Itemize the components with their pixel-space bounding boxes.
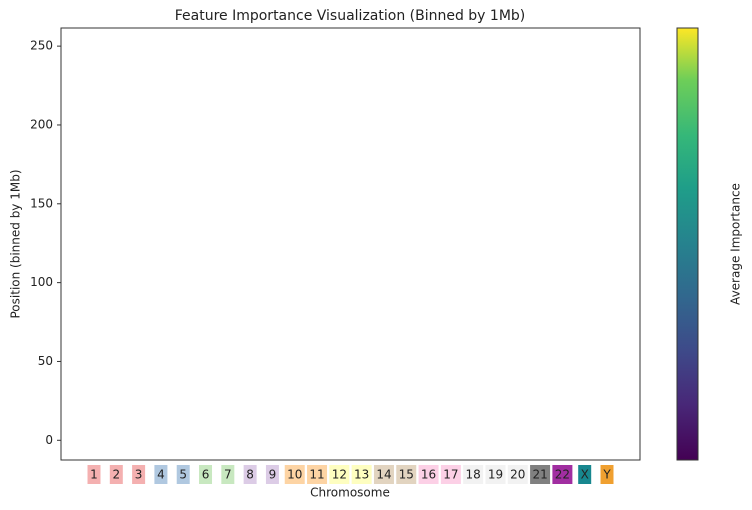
- colorbar: [676, 27, 699, 461]
- y-tick-label: 150: [30, 196, 53, 210]
- y-tick-label: 200: [30, 117, 53, 131]
- chromosome-label-box: [176, 465, 190, 484]
- chromosome-label-box: [485, 465, 506, 484]
- x-tick-label: 9: [269, 468, 277, 482]
- chromosome-label-box: [507, 465, 528, 484]
- chromosome-label-box: [463, 465, 484, 484]
- x-tick-label: 14: [376, 468, 391, 482]
- x-tick-label: X: [581, 468, 589, 482]
- chart-title: Feature Importance Visualization (Binned…: [175, 8, 526, 24]
- x-tick-label: 15: [399, 468, 414, 482]
- x-axis-label: Chromosome: [310, 486, 390, 500]
- chromosome-label-box: [265, 465, 279, 484]
- chromosome-label-box: [87, 465, 101, 484]
- y-tick-label: 100: [30, 275, 53, 289]
- chromosome-label-box: [284, 465, 305, 484]
- y-axis-label: Position (binned by 1Mb): [9, 169, 23, 318]
- x-tick-label: 21: [532, 468, 547, 482]
- x-tick-label: 1: [90, 468, 98, 482]
- x-tick-label: 4: [157, 468, 165, 482]
- chromosome-label-box: [418, 465, 439, 484]
- x-tick-label: 6: [202, 468, 210, 482]
- x-tick-label: 10: [287, 468, 302, 482]
- y-tick-label: 0: [45, 433, 53, 447]
- x-tick-label: 5: [179, 468, 187, 482]
- chromosome-label-box: [600, 465, 614, 484]
- x-tick-label: 18: [466, 468, 481, 482]
- x-tick-label: 22: [555, 468, 570, 482]
- chromosome-label-box: [307, 465, 328, 484]
- chromosome-label-box: [396, 465, 417, 484]
- colorbar-label: Average Importance: [729, 183, 743, 305]
- x-tick-label: 19: [488, 468, 503, 482]
- x-tick-label: 20: [510, 468, 525, 482]
- plot-frame: [60, 27, 641, 461]
- x-tick-label: 12: [332, 468, 347, 482]
- chromosome-label-box: [373, 465, 394, 484]
- chromosome-label-box: [221, 465, 235, 484]
- x-tick-label: 8: [246, 468, 254, 482]
- chromosome-label-box: [552, 465, 573, 484]
- x-tick-label: 3: [135, 468, 143, 482]
- chromosome-label-box: [199, 465, 213, 484]
- x-tick-label: Y: [602, 468, 611, 482]
- x-tick-label: 17: [443, 468, 458, 482]
- chromosome-label-box: [351, 465, 372, 484]
- chromosome-label-box: [530, 465, 551, 484]
- x-tick-label: 11: [309, 468, 324, 482]
- y-tick-label: 250: [30, 39, 53, 53]
- x-tick-label: 2: [112, 468, 120, 482]
- x-tick-label: 7: [224, 468, 232, 482]
- chromosome-label-box: [578, 465, 592, 484]
- chromosome-label-box: [440, 465, 461, 484]
- chromosome-label-box: [132, 465, 146, 484]
- y-tick-label: 50: [38, 354, 53, 368]
- chromosome-label-box: [243, 465, 257, 484]
- x-tick-label: 16: [421, 468, 436, 482]
- x-tick-label: 13: [354, 468, 369, 482]
- chromosome-label-box: [154, 465, 168, 484]
- chromosome-label-box: [109, 465, 123, 484]
- chromosome-label-box: [329, 465, 350, 484]
